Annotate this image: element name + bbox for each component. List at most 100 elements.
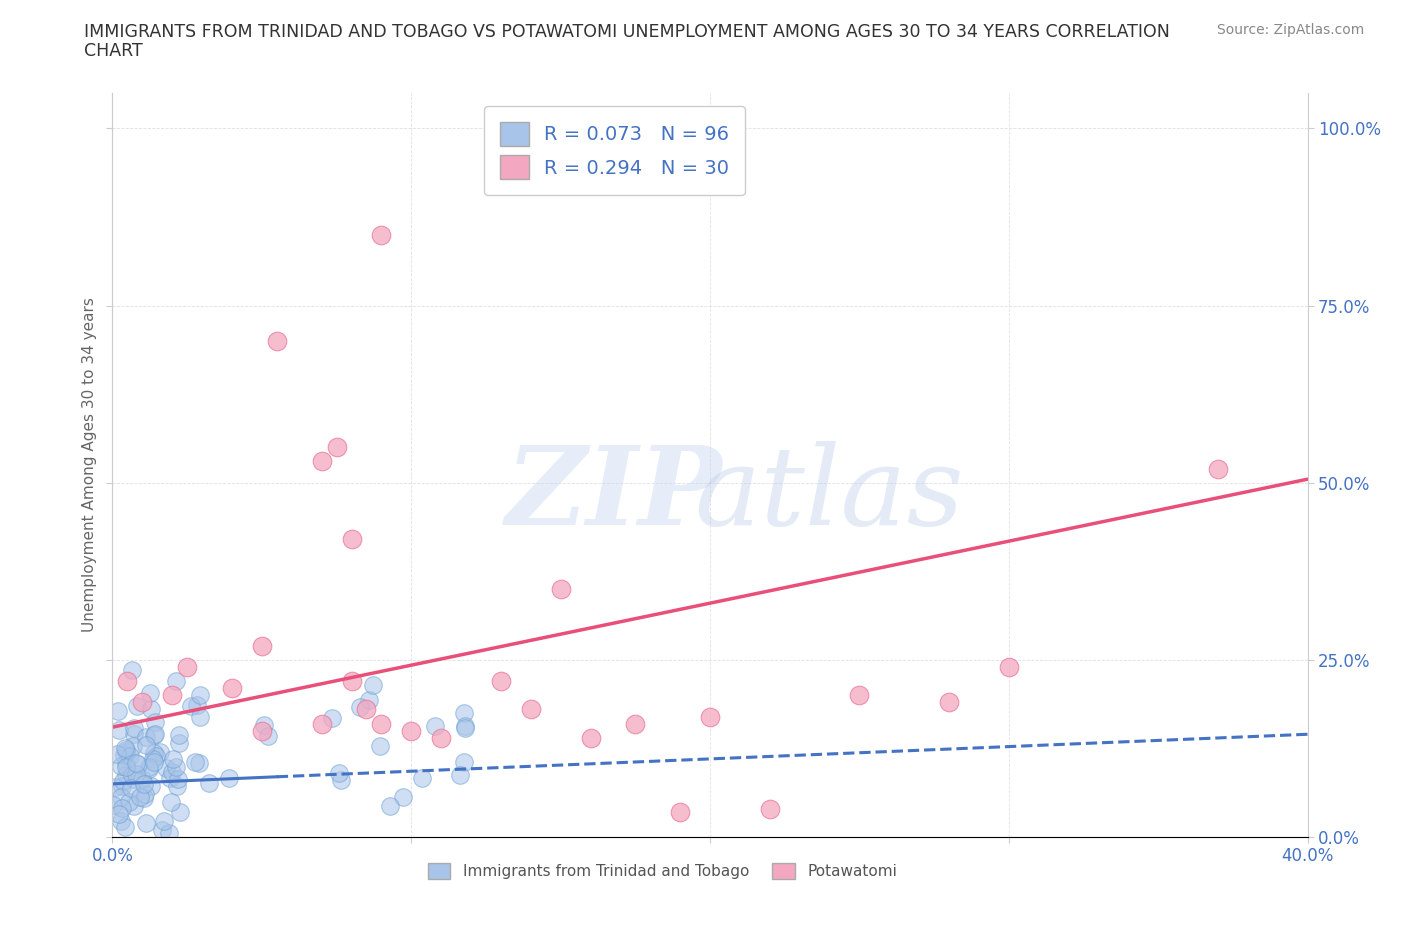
- Point: [131, 695, 153, 710]
- Text: IMMIGRANTS FROM TRINIDAD AND TOBAGO VS POTAWATOMI UNEMPLOYMENT AMONG AGES 30 TO : IMMIGRANTS FROM TRINIDAD AND TOBAGO VS P…: [84, 23, 1170, 41]
- Text: CHART: CHART: [84, 42, 143, 60]
- Point: [120, 749, 142, 764]
- Point: [155, 760, 177, 775]
- Point: [114, 767, 136, 782]
- Point: [453, 721, 475, 736]
- Point: [340, 673, 363, 688]
- Point: [359, 693, 381, 708]
- Point: [125, 756, 148, 771]
- Point: [150, 823, 173, 838]
- Point: [328, 765, 350, 780]
- Point: [391, 790, 413, 804]
- Point: [430, 730, 453, 745]
- Point: [167, 727, 190, 742]
- Point: [149, 745, 172, 760]
- Point: [330, 773, 353, 788]
- Point: [699, 709, 721, 724]
- Point: [160, 794, 183, 809]
- Point: [321, 711, 343, 725]
- Point: [165, 673, 187, 688]
- Legend: Immigrants from Trinidad and Tobago, Potawatomi: Immigrants from Trinidad and Tobago, Pot…: [422, 857, 903, 885]
- Point: [142, 751, 165, 766]
- Point: [143, 755, 166, 770]
- Point: [134, 790, 156, 805]
- Point: [128, 790, 150, 804]
- Point: [115, 743, 138, 758]
- Point: [401, 724, 423, 738]
- Point: [453, 706, 475, 721]
- Point: [184, 755, 207, 770]
- Point: [411, 770, 433, 785]
- Point: [188, 709, 211, 724]
- Point: [135, 729, 157, 744]
- Point: [340, 532, 363, 547]
- Point: [160, 765, 183, 780]
- Point: [110, 759, 132, 774]
- Point: [145, 749, 167, 764]
- Point: [114, 819, 136, 834]
- Point: [848, 688, 870, 703]
- Point: [579, 730, 602, 745]
- Point: [166, 778, 188, 793]
- Point: [114, 740, 136, 755]
- Point: [188, 755, 211, 770]
- Point: [180, 698, 202, 713]
- Text: ZIP: ZIP: [506, 441, 723, 549]
- Point: [370, 716, 392, 731]
- Point: [143, 714, 166, 729]
- Point: [311, 454, 333, 469]
- Point: [111, 774, 134, 789]
- Point: [122, 738, 145, 753]
- Point: [938, 695, 960, 710]
- Point: [253, 717, 276, 732]
- Point: [107, 704, 129, 719]
- Point: [197, 775, 219, 790]
- Point: [127, 756, 149, 771]
- Point: [117, 794, 139, 809]
- Point: [266, 334, 288, 349]
- Point: [110, 814, 132, 829]
- Point: [520, 702, 543, 717]
- Point: [550, 581, 572, 596]
- Point: [104, 779, 127, 794]
- Point: [121, 768, 143, 783]
- Point: [114, 755, 136, 770]
- Point: [134, 777, 156, 791]
- Point: [165, 760, 187, 775]
- Point: [138, 760, 160, 775]
- Text: Source: ZipAtlas.com: Source: ZipAtlas.com: [1216, 23, 1364, 37]
- Point: [108, 806, 131, 821]
- Point: [157, 826, 180, 841]
- Text: atlas: atlas: [695, 441, 965, 549]
- Point: [131, 772, 153, 787]
- Point: [624, 716, 647, 731]
- Point: [108, 723, 131, 737]
- Point: [143, 727, 166, 742]
- Point: [127, 698, 149, 713]
- Point: [139, 701, 162, 716]
- Point: [256, 729, 278, 744]
- Point: [139, 685, 162, 700]
- Point: [124, 766, 146, 781]
- Point: [218, 771, 240, 786]
- Point: [122, 726, 145, 741]
- Point: [105, 747, 128, 762]
- Point: [162, 688, 183, 703]
- Point: [114, 745, 136, 760]
- Point: [356, 702, 378, 717]
- Point: [169, 804, 191, 819]
- Point: [454, 718, 477, 733]
- Point: [188, 687, 211, 702]
- Point: [250, 724, 273, 738]
- Point: [115, 760, 138, 775]
- Point: [998, 659, 1021, 674]
- Point: [159, 770, 181, 785]
- Point: [669, 804, 692, 819]
- Point: [370, 227, 392, 242]
- Point: [186, 698, 208, 712]
- Point: [425, 718, 447, 733]
- Point: [117, 673, 139, 688]
- Point: [111, 778, 134, 793]
- Point: [1206, 461, 1229, 476]
- Point: [361, 677, 384, 692]
